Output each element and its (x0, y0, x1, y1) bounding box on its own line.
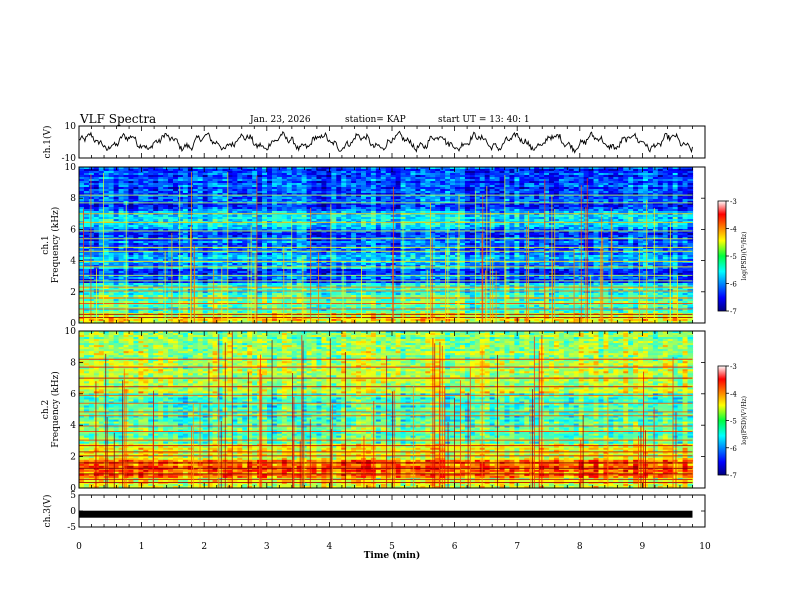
y-tick-label: 10 (65, 122, 77, 132)
ch1-signal-line (79, 131, 693, 152)
vlf-figure: 10-10ch.1(V) 0246810ch.1 Frequency (kHz) … (0, 0, 792, 612)
ch1-spectrogram-cells (79, 167, 693, 324)
ch1-ylabel: ch.1(V) (42, 126, 53, 159)
